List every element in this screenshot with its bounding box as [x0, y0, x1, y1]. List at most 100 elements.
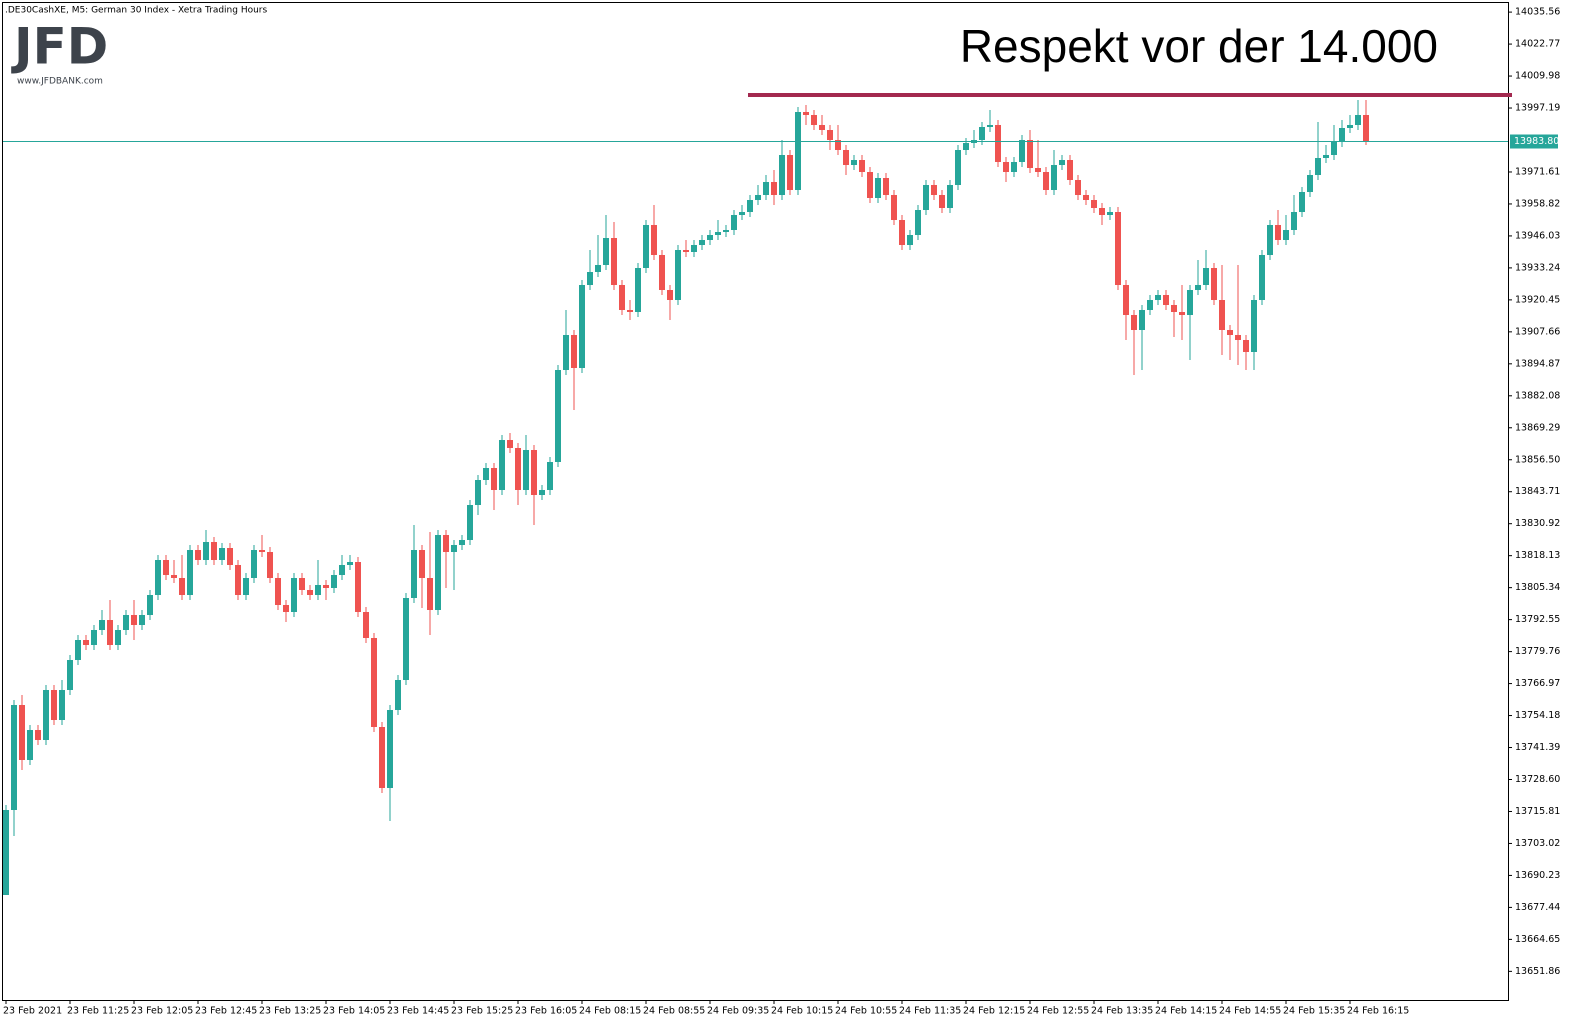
candle-body	[1339, 128, 1345, 142]
candle-body	[1083, 195, 1089, 200]
x-tick-label: 24 Feb 10:15	[771, 1006, 833, 1017]
candle-body	[603, 238, 609, 265]
y-tick-label: 14022.77	[1515, 39, 1560, 50]
candle-body	[547, 462, 553, 490]
candle-body	[883, 178, 889, 195]
candle-body	[339, 565, 345, 575]
candle-body	[99, 620, 105, 630]
x-tick-label: 23 Feb 12:45	[195, 1006, 257, 1017]
candle-body	[35, 730, 41, 740]
x-tick-label: 24 Feb 16:15	[1347, 1006, 1409, 1017]
x-tick-label: 24 Feb 15:35	[1283, 1006, 1345, 1017]
candle-body	[347, 562, 353, 565]
candle-body	[75, 640, 81, 660]
candle-body	[779, 155, 785, 195]
x-tick-label: 23 Feb 12:05	[131, 1006, 193, 1017]
candle-body	[483, 468, 489, 480]
candle-body	[1347, 125, 1353, 128]
candle-body	[179, 578, 185, 595]
candle-body	[939, 195, 945, 208]
x-tick-label: 23 Feb 14:45	[387, 1006, 449, 1017]
candle-body	[1035, 168, 1041, 172]
y-tick-label: 14035.56	[1515, 7, 1560, 18]
y-tick-label: 13946.03	[1515, 230, 1560, 241]
y-tick-label: 13779.76	[1515, 646, 1560, 657]
candle-body	[675, 250, 681, 300]
price-label: 13983.80	[1514, 136, 1559, 147]
candle-body	[371, 638, 377, 727]
y-tick-label: 13805.34	[1515, 582, 1560, 593]
candle-body	[243, 578, 249, 595]
candle-body	[1259, 255, 1265, 300]
candle-body	[1243, 340, 1249, 352]
symbol-header: .DE30CashXE, M5: German 30 Index - Xetra…	[5, 6, 268, 16]
x-tick-label: 23 Feb 16:05	[515, 1006, 577, 1017]
candle-body	[1323, 155, 1329, 158]
candle-body	[843, 150, 849, 165]
candle-body	[507, 440, 513, 448]
candle-body	[771, 182, 777, 195]
candle-body	[1307, 175, 1313, 192]
x-tick-label: 24 Feb 12:15	[963, 1006, 1025, 1017]
candle-body	[427, 578, 433, 610]
candle-body	[811, 115, 817, 125]
candle-body	[1163, 295, 1169, 305]
candle-body	[1291, 212, 1297, 230]
candle-body	[235, 565, 241, 595]
candle-body	[51, 690, 57, 720]
candle-body	[1363, 115, 1369, 142]
candle-body	[275, 578, 281, 605]
candle-body	[259, 550, 265, 552]
x-tick-label: 24 Feb 14:55	[1219, 1006, 1281, 1017]
y-tick-label: 13766.97	[1515, 678, 1560, 689]
candle-body	[955, 150, 961, 185]
candle-body	[331, 575, 337, 588]
candle-body	[1059, 160, 1065, 165]
x-tick-label: 24 Feb 09:35	[707, 1006, 769, 1017]
candle-body	[3, 810, 9, 895]
x-tick-label: 23 Feb 11:25	[67, 1006, 129, 1017]
candle-body	[979, 127, 985, 140]
candle-body	[499, 440, 505, 490]
candle-body	[1195, 285, 1201, 290]
candle-body	[251, 550, 257, 578]
candle-body	[227, 548, 233, 565]
candle-body	[187, 550, 193, 595]
candle-body	[515, 448, 521, 490]
candle-body	[827, 130, 833, 140]
x-tick-label: 24 Feb 08:55	[643, 1006, 705, 1017]
candle-body	[395, 680, 401, 710]
candle-body	[563, 335, 569, 370]
candle-body	[299, 578, 305, 590]
candle-body	[195, 550, 201, 560]
y-tick-label: 13869.29	[1515, 422, 1560, 433]
candle-body	[451, 545, 457, 552]
candle-body	[307, 590, 313, 595]
candle-body	[571, 335, 577, 368]
candle-body	[91, 630, 97, 645]
x-tick-label: 24 Feb 12:55	[1027, 1006, 1089, 1017]
candle-body	[523, 450, 529, 490]
candle-body	[859, 160, 865, 172]
candle-body	[1027, 140, 1033, 168]
candle-body	[323, 585, 329, 588]
candle-body	[107, 620, 113, 645]
candle-body	[115, 630, 121, 645]
y-tick-label: 13997.19	[1515, 103, 1560, 114]
candle-body	[715, 232, 721, 235]
candle-body	[475, 480, 481, 505]
candle-body	[651, 225, 657, 255]
candle-body	[747, 200, 753, 212]
candle-body	[203, 542, 209, 560]
x-tick-label: 23 Feb 15:25	[451, 1006, 513, 1017]
candle-body	[1011, 162, 1017, 172]
y-tick-label: 13677.44	[1515, 902, 1560, 913]
candle-body	[787, 155, 793, 190]
candle-body	[1299, 192, 1305, 212]
candle-body	[1355, 115, 1361, 125]
y-tick-label: 14009.98	[1515, 71, 1560, 82]
candle-body	[683, 250, 689, 252]
y-tick-label: 13792.55	[1515, 614, 1560, 625]
candle-body	[1211, 268, 1217, 300]
candle-body	[579, 285, 585, 368]
